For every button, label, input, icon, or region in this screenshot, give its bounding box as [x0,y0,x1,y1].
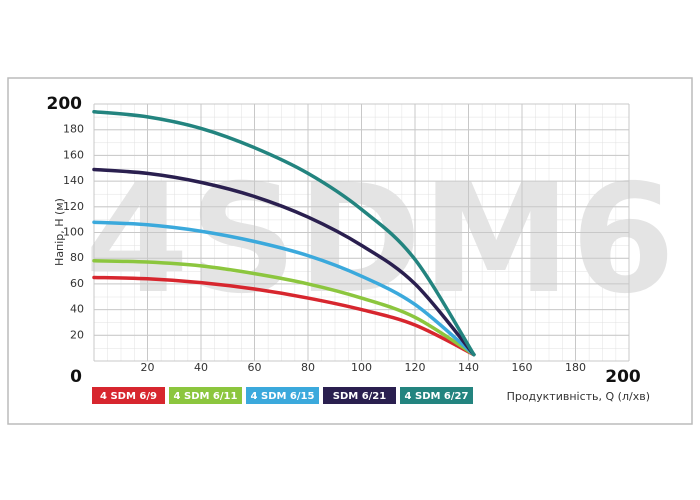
y-tick-label: 160 [63,148,84,161]
watermark: 4SDM6 [85,153,676,327]
legend-swatch [400,387,473,404]
x-tick-label: 60 [248,361,262,374]
legend-swatch [323,387,396,404]
legend-label: 4 SDM 6/15 [251,391,315,402]
x-tick-label: 200 [605,367,641,387]
series-line [92,275,476,357]
x-tick-label: 80 [301,361,315,374]
legend-label: 4 SDM 6/11 [174,391,238,402]
y-tick-label: 20 [70,328,84,341]
x-tick-label: 20 [141,361,155,374]
x-tick-label: 140 [458,361,479,374]
legend-label: 4 SDM 6/9 [100,391,157,402]
y-axis-label: Напір, H (м) [53,198,66,266]
x-tick-label: 120 [405,361,426,374]
y-tick-label: 0 [70,367,82,387]
x-tick-label: 180 [565,361,586,374]
x-tick-label: 40 [194,361,208,374]
legend-label: SDM 6/21 [333,391,387,402]
y-tick-label: 180 [63,123,84,136]
y-tick-label: 120 [63,200,84,213]
y-tick-label: 40 [70,303,84,316]
y-tick-label: 100 [63,226,84,239]
series-line [92,109,476,357]
legend-swatch [92,387,165,404]
series-line [92,220,476,357]
y-tick-label: 140 [63,174,84,187]
series-line [92,167,476,357]
y-tick-label: 200 [47,94,83,114]
legend-swatch [246,387,319,404]
x-axis-label: Продуктивність, Q (л/хв) [507,390,650,403]
y-tick-label: 80 [70,251,84,264]
legend-swatch [169,387,242,404]
series-line [92,259,476,357]
legend-label: 4 SDM 6/27 [405,391,469,402]
y-tick-label: 60 [70,277,84,290]
x-tick-label: 160 [512,361,533,374]
x-tick-label: 100 [351,361,372,374]
